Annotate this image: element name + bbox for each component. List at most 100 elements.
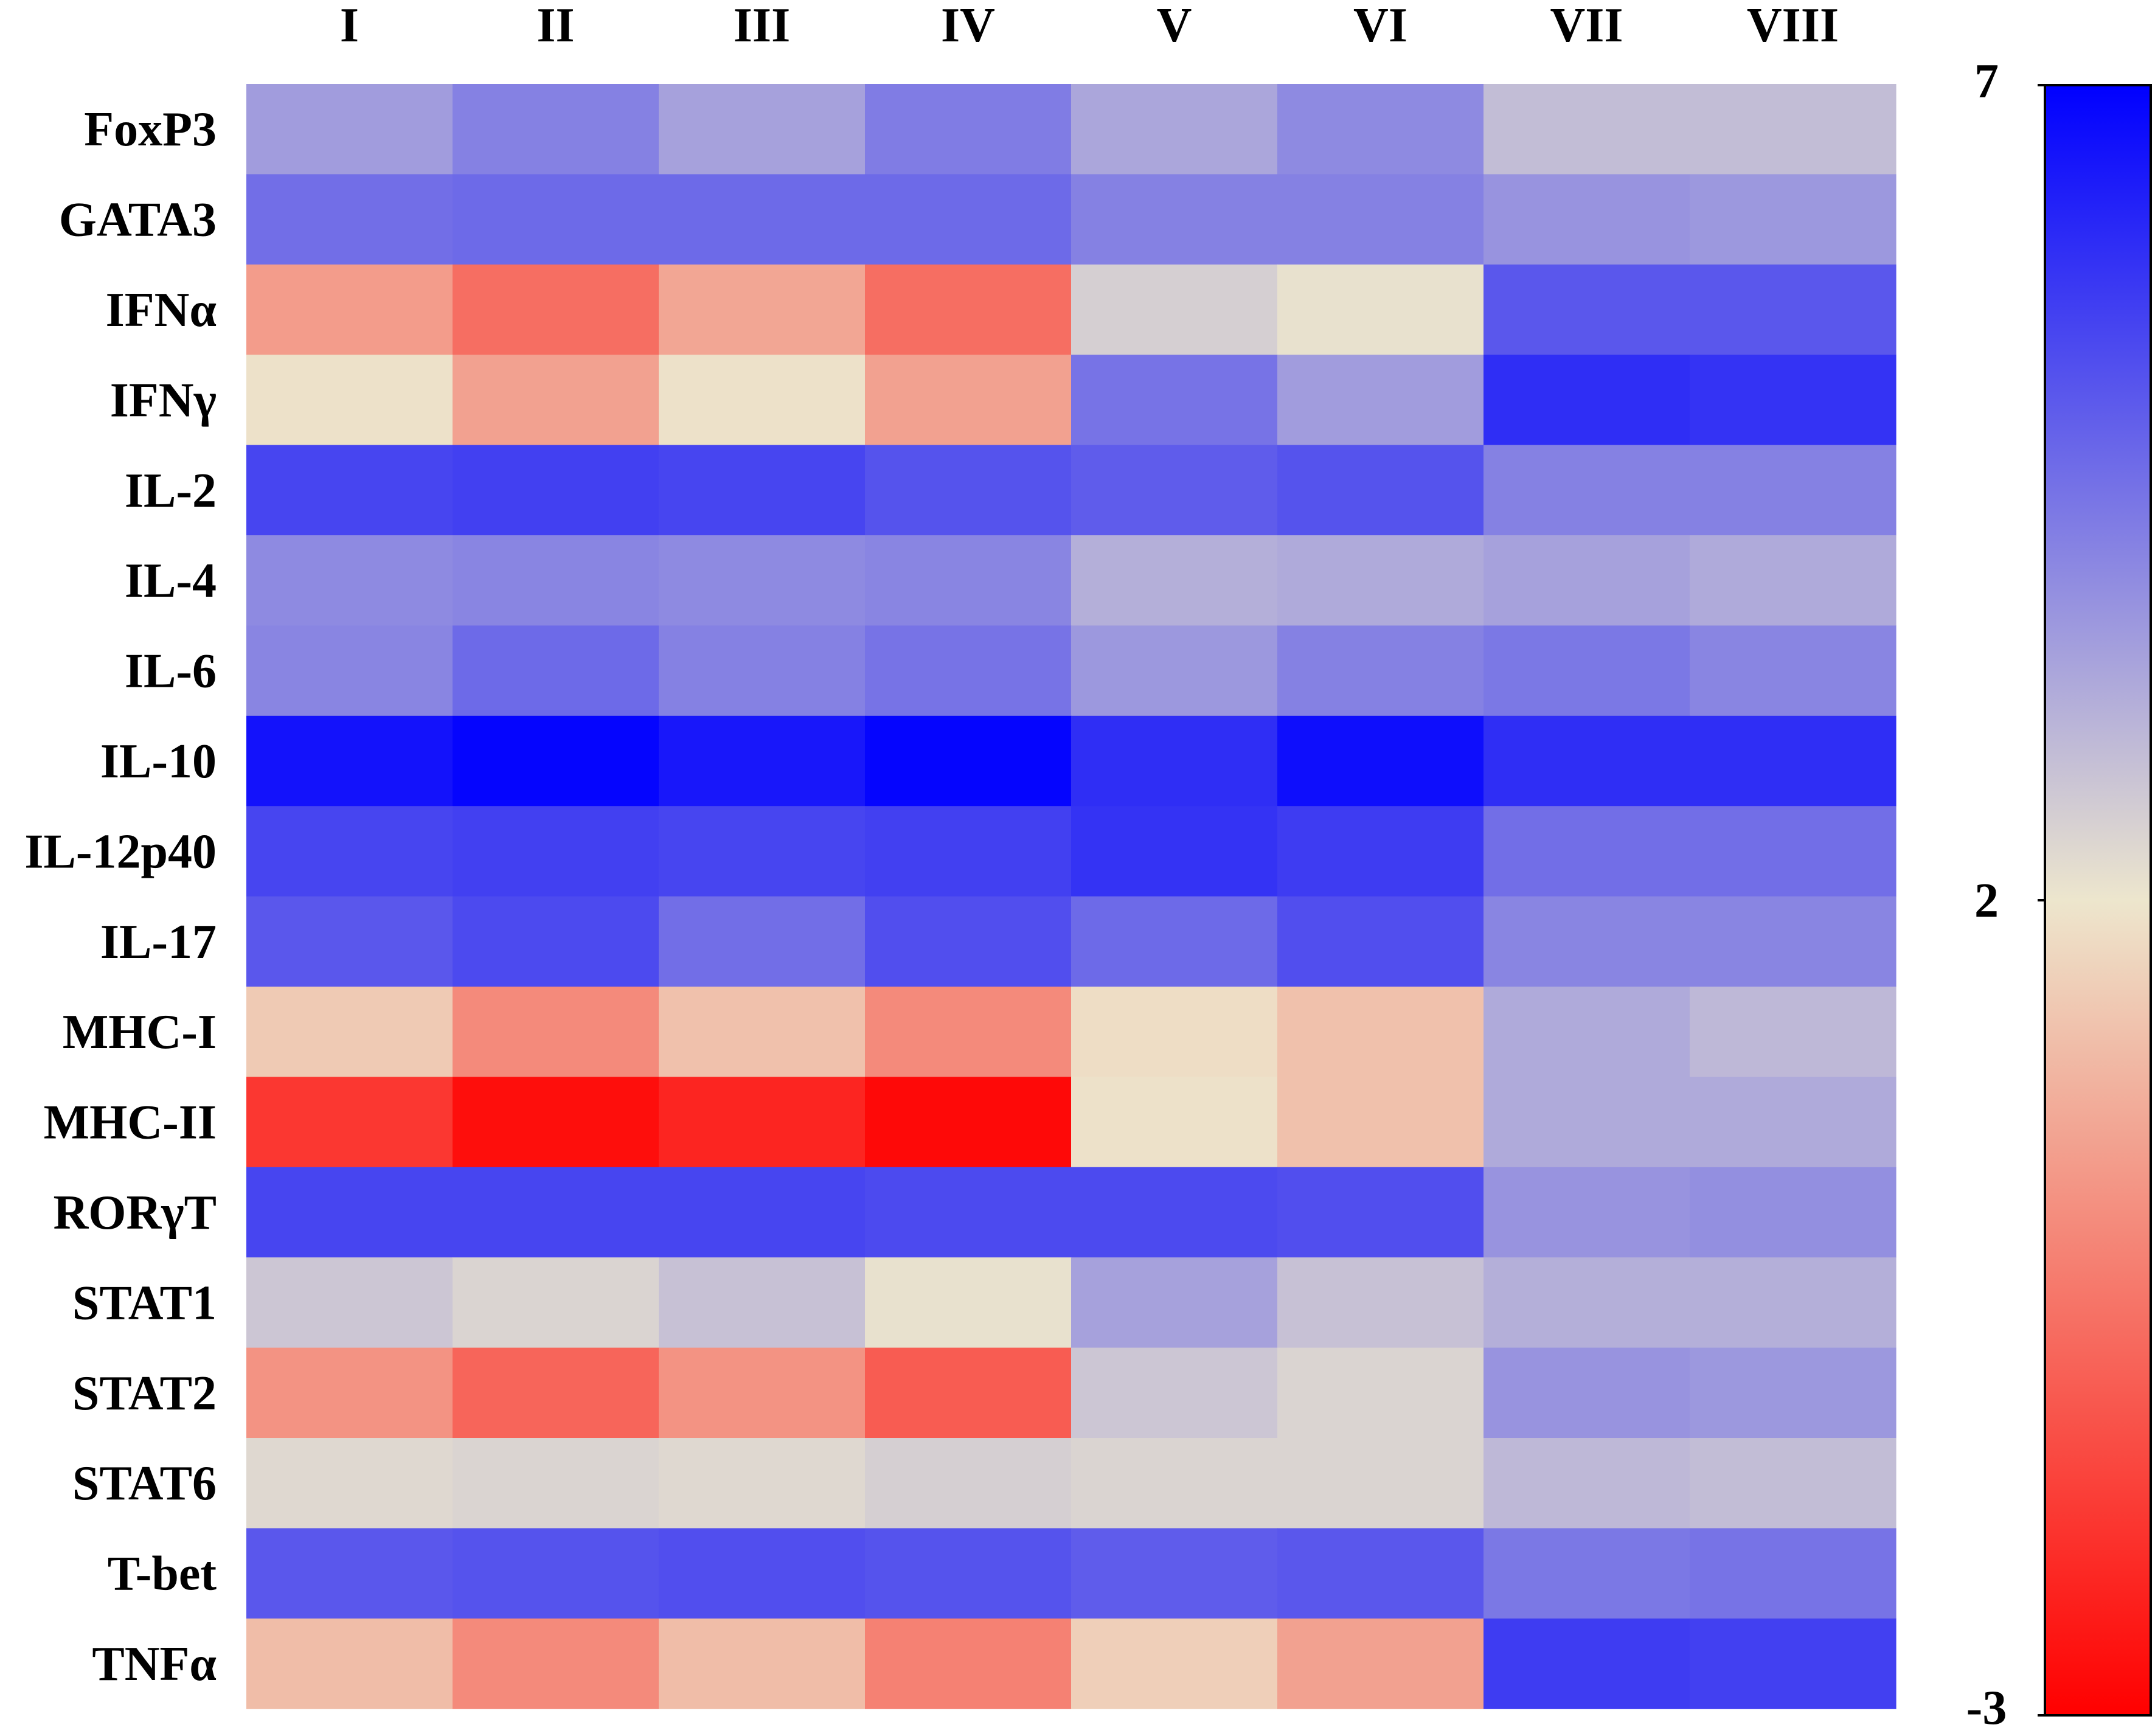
colorbar-tick-label: 2 — [1974, 874, 1999, 928]
heatmap-cell — [453, 174, 659, 265]
heatmap-cell — [1690, 1528, 1896, 1619]
heatmap-cell — [1484, 1167, 1690, 1258]
column-label: I — [340, 0, 359, 52]
colorbar-tick-label: -3 — [1966, 1681, 2007, 1735]
row-label: STAT6 — [72, 1457, 217, 1510]
heatmap-cell — [1277, 1438, 1484, 1529]
heatmap-cell — [1690, 1167, 1896, 1258]
heatmap-cell — [1690, 1618, 1896, 1709]
heatmap-cell — [1277, 806, 1484, 897]
heatmap-cell — [246, 1618, 453, 1709]
heatmap-cell — [1484, 445, 1690, 536]
heatmap-cell — [659, 1528, 866, 1619]
column-label: VI — [1353, 0, 1407, 52]
heatmap-cell — [659, 355, 866, 446]
heatmap-cell — [1484, 355, 1690, 446]
row-label: STAT1 — [72, 1276, 217, 1330]
heatmap-cell — [1690, 1438, 1896, 1529]
heatmap-cell — [246, 264, 453, 355]
row-label: IL-17 — [100, 915, 217, 969]
row-label: IFNα — [106, 283, 217, 337]
heatmap-cell — [453, 1618, 659, 1709]
heatmap-cell — [1277, 84, 1484, 175]
heatmap-cell — [1071, 1528, 1278, 1619]
heatmap-cell — [1277, 355, 1484, 446]
heatmap-cell — [1484, 715, 1690, 807]
heatmap-cell — [865, 1438, 1072, 1529]
column-label: VII — [1550, 0, 1623, 52]
row-label: RORγT — [53, 1186, 217, 1240]
heatmap-cell — [1484, 625, 1690, 717]
heatmap-cell — [1690, 174, 1896, 265]
colorbar-ticks: 7 2 -3 — [1966, 55, 2045, 1735]
heatmap-cell — [453, 1347, 659, 1439]
heatmap-cell — [1071, 1077, 1278, 1168]
column-label: VIII — [1747, 0, 1839, 52]
heatmap-cell — [865, 355, 1072, 446]
heatmap-cell — [659, 715, 866, 807]
heatmap-cell — [453, 1167, 659, 1258]
heatmap-cell — [1690, 625, 1896, 717]
heatmap-cell — [865, 806, 1072, 897]
heatmap-cell — [1071, 1347, 1278, 1439]
heatmap-cell — [1071, 1438, 1278, 1529]
heatmap-cell — [1277, 1077, 1484, 1168]
heatmap-cell — [1690, 896, 1896, 987]
heatmap-cell — [453, 535, 659, 626]
heatmap-cell — [1484, 535, 1690, 626]
heatmap-cell — [1071, 84, 1278, 175]
heatmap-cell — [865, 1077, 1072, 1168]
heatmap-cell — [1071, 264, 1278, 355]
heatmap-cell — [1690, 715, 1896, 807]
heatmap-cell — [246, 1528, 453, 1619]
column-label: V — [1157, 0, 1192, 52]
heatmap-cell — [1484, 84, 1690, 175]
row-label: IFNγ — [110, 373, 217, 427]
heatmap-cell — [865, 896, 1072, 987]
heatmap-cell — [659, 264, 866, 355]
heatmap-cell — [246, 535, 453, 626]
heatmap-cell — [659, 535, 866, 626]
heatmap-cell — [1277, 987, 1484, 1077]
heatmap-cell — [1071, 1618, 1278, 1709]
heatmap-cell — [246, 84, 453, 175]
heatmap-cell — [1277, 1167, 1484, 1258]
heatmap-cell — [1690, 1347, 1896, 1439]
heatmap-cell — [1690, 1077, 1896, 1168]
row-label: FoxP3 — [84, 103, 217, 156]
heatmap-cell — [1071, 896, 1278, 987]
heatmap-cell — [1277, 1528, 1484, 1619]
colorbar-gradient — [2044, 84, 2152, 1717]
heatmap-cell — [453, 987, 659, 1077]
heatmap-cell — [659, 987, 866, 1077]
heatmap-cell — [1484, 806, 1690, 897]
heatmap-cell — [1484, 896, 1690, 987]
column-labels: I II III IV V VI VII VIII — [340, 0, 1839, 52]
heatmap-cell — [865, 84, 1072, 175]
heatmap-cell — [1277, 1347, 1484, 1439]
heatmap-cell — [1690, 1257, 1896, 1349]
heatmap-cell — [246, 1257, 453, 1349]
heatmap-cell — [453, 84, 659, 175]
heatmap-cell — [1690, 535, 1896, 626]
heatmap-cell — [246, 987, 453, 1077]
heatmap-cell — [453, 355, 659, 446]
heatmap-cell — [246, 715, 453, 807]
heatmap-cell — [659, 445, 866, 536]
heatmap-cell — [1277, 1618, 1484, 1709]
heatmap-cell — [246, 1077, 453, 1168]
heatmap-cell — [659, 84, 866, 175]
heatmap-cell — [659, 1618, 866, 1709]
heatmap-cell — [1277, 174, 1484, 265]
heatmap-cell — [1690, 84, 1896, 175]
heatmap-cell — [246, 625, 453, 717]
column-label: II — [536, 0, 574, 52]
row-label: IL-4 — [125, 554, 217, 608]
row-label: IL-12p40 — [24, 825, 217, 878]
row-label: GATA3 — [59, 193, 217, 247]
heatmap-cell — [865, 1167, 1072, 1258]
row-label: STAT2 — [72, 1367, 217, 1420]
heatmap-cell — [1071, 625, 1278, 717]
heatmap-cell — [246, 355, 453, 446]
